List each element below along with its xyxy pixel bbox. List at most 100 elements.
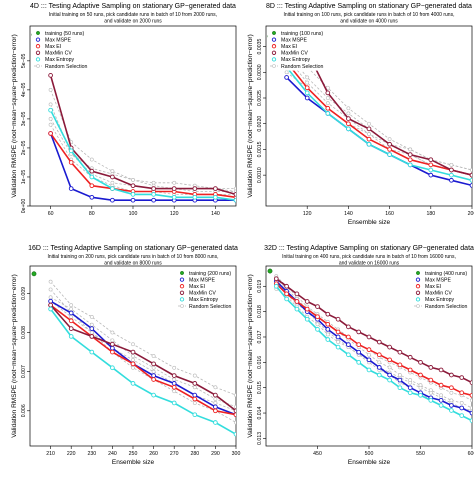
- data-point: [89, 322, 94, 327]
- legend-swatch: [179, 277, 185, 282]
- data-point: [397, 385, 403, 391]
- data-point: [110, 174, 115, 180]
- legend-background: [32, 28, 90, 71]
- data-point: [449, 403, 454, 408]
- series-line: [285, 61, 472, 176]
- legend-entry: Max MSPE: [281, 37, 307, 43]
- data-point: [469, 410, 472, 416]
- x-tick-label: 200: [468, 211, 474, 217]
- data-point: [346, 116, 351, 121]
- legend-swatch: [415, 277, 421, 282]
- data-point: [151, 186, 156, 191]
- data-point: [234, 404, 236, 409]
- data-point: [315, 322, 320, 327]
- data-point: [387, 344, 392, 350]
- data-point: [397, 349, 403, 355]
- legend-swatch: [35, 57, 41, 62]
- data-point: [459, 390, 465, 396]
- series-max-entropy-3: [48, 107, 236, 203]
- data-point: [294, 299, 300, 304]
- data-point: [233, 408, 236, 414]
- data-point: [89, 157, 94, 162]
- legend-swatch: [179, 297, 185, 302]
- y-axis-label: Validation RMSPE (root−mean−square−predi…: [247, 34, 254, 198]
- data-point: [233, 412, 236, 418]
- legend-entry: Max MSPE: [189, 277, 215, 283]
- data-point: [233, 192, 236, 197]
- training-point: [31, 271, 37, 277]
- y-tick-label: 0.014: [257, 406, 263, 419]
- series-line: [49, 133, 236, 201]
- x-tick-label: 140: [344, 211, 353, 217]
- data-point: [325, 105, 331, 111]
- legend-entry: Random Selection: [45, 64, 88, 70]
- data-point: [367, 132, 371, 136]
- legend-entry: Max EI: [45, 44, 61, 50]
- x-tick-label: 120: [170, 211, 179, 217]
- data-point: [376, 365, 382, 370]
- data-point: [294, 291, 300, 297]
- data-point: [172, 180, 177, 185]
- series-line: [285, 66, 472, 182]
- data-point: [325, 327, 331, 332]
- legend-swatch: [35, 50, 41, 55]
- data-point: [192, 381, 198, 386]
- data-point: [325, 85, 330, 90]
- legend-swatch: [415, 290, 421, 295]
- data-point: [366, 141, 372, 147]
- data-point: [346, 106, 351, 111]
- series-line: [49, 109, 236, 201]
- data-point: [171, 384, 177, 390]
- data-point: [68, 160, 74, 165]
- data-point: [449, 372, 454, 378]
- legend-swatch: [415, 284, 421, 289]
- data-point: [284, 283, 289, 289]
- data-point: [213, 401, 218, 405]
- data-point: [407, 354, 413, 360]
- legend-swatch: [271, 44, 277, 49]
- data-point: [397, 362, 403, 368]
- series-line: [286, 56, 472, 171]
- series-line: [49, 308, 236, 435]
- data-point: [284, 296, 289, 302]
- y-tick-label: 0.0020: [257, 116, 263, 132]
- x-tick-label: 240: [108, 451, 117, 457]
- chart-panel-3: 32D ::: Testing Adaptive Sampling on sta…: [247, 245, 474, 466]
- data-point: [151, 354, 156, 358]
- y-tick-label: 0.019: [257, 280, 263, 293]
- x-tick-label: 60: [48, 211, 54, 217]
- data-point: [130, 381, 136, 386]
- data-point: [407, 152, 413, 157]
- data-point: [325, 332, 330, 337]
- data-point: [346, 126, 351, 132]
- data-point: [48, 298, 53, 304]
- data-point: [428, 167, 434, 173]
- legend-entry: training (50 runs): [45, 31, 84, 37]
- data-point: [387, 357, 392, 363]
- legend-swatch: [180, 271, 184, 275]
- data-point: [397, 373, 402, 377]
- data-point: [469, 177, 472, 183]
- legend-swatch: [36, 31, 40, 35]
- series-line: [50, 289, 236, 412]
- data-point: [89, 168, 95, 174]
- data-point: [68, 148, 74, 154]
- data-point: [459, 405, 465, 411]
- plot-frame: [265, 25, 473, 207]
- data-point: [131, 177, 135, 182]
- series-max-entropy-3: [273, 283, 472, 423]
- y-tick-label: 0.0015: [257, 141, 263, 157]
- series-line: [50, 281, 236, 396]
- y-tick-label: 0.0025: [257, 90, 263, 106]
- data-point: [48, 287, 53, 292]
- series-line: [50, 304, 236, 416]
- data-point: [151, 197, 156, 203]
- data-point: [304, 306, 310, 312]
- data-point: [110, 365, 115, 371]
- data-point: [428, 377, 434, 383]
- data-point: [407, 157, 413, 163]
